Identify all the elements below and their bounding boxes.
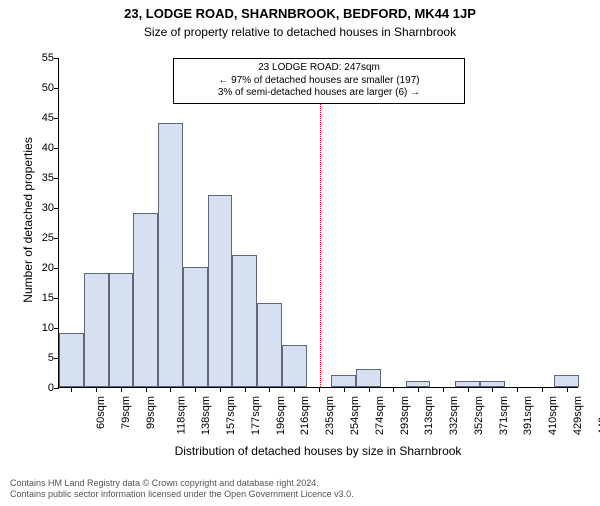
x-tick-mark bbox=[319, 387, 320, 392]
x-tick-label: 118sqm bbox=[175, 396, 187, 434]
histogram-bar bbox=[208, 195, 233, 387]
x-tick-mark bbox=[443, 387, 444, 392]
x-tick-mark bbox=[418, 387, 419, 392]
x-tick-mark bbox=[170, 387, 171, 392]
histogram-bar bbox=[84, 273, 109, 387]
x-tick-mark bbox=[468, 387, 469, 392]
footer-attribution: Contains HM Land Registry data © Crown c… bbox=[10, 478, 354, 501]
histogram-bar bbox=[257, 303, 282, 387]
x-tick-label: 79sqm bbox=[120, 396, 132, 429]
x-tick-label: 216sqm bbox=[300, 396, 312, 435]
histogram-bar bbox=[109, 273, 134, 387]
x-tick-mark bbox=[121, 387, 122, 392]
y-tick-mark bbox=[54, 388, 59, 389]
histogram-bar bbox=[183, 267, 208, 387]
x-tick-mark bbox=[542, 387, 543, 392]
x-tick-mark bbox=[567, 387, 568, 392]
x-tick-label: 99sqm bbox=[145, 396, 157, 429]
x-tick-mark bbox=[96, 387, 97, 392]
x-tick-mark bbox=[517, 387, 518, 392]
annotation-line-3: 3% of semi-detached houses are larger (6… bbox=[180, 87, 457, 100]
y-tick-mark bbox=[54, 178, 59, 179]
x-tick-label: 274sqm bbox=[374, 396, 386, 435]
histogram-bar bbox=[59, 333, 84, 387]
x-tick-mark bbox=[269, 387, 270, 392]
histogram-bar bbox=[158, 123, 183, 387]
histogram-bar bbox=[232, 255, 257, 387]
histogram-chart: 23 LODGE ROAD: 247sqm ← 97% of detached … bbox=[58, 58, 578, 428]
y-tick-mark bbox=[54, 118, 59, 119]
annotation-line-1: 23 LODGE ROAD: 247sqm bbox=[180, 62, 457, 75]
x-tick-mark bbox=[294, 387, 295, 392]
y-tick-mark bbox=[54, 148, 59, 149]
y-tick-mark bbox=[54, 58, 59, 59]
x-tick-label: 235sqm bbox=[324, 396, 336, 435]
y-tick-mark bbox=[54, 328, 59, 329]
property-marker-line bbox=[320, 58, 321, 387]
x-tick-label: 352sqm bbox=[473, 396, 485, 435]
x-tick-label: 429sqm bbox=[572, 396, 584, 435]
y-tick-mark bbox=[54, 208, 59, 209]
x-tick-mark bbox=[71, 387, 72, 392]
y-tick-mark bbox=[54, 298, 59, 299]
y-tick-mark bbox=[54, 238, 59, 239]
x-tick-mark bbox=[369, 387, 370, 392]
x-tick-label: 391sqm bbox=[522, 396, 534, 435]
x-tick-mark bbox=[492, 387, 493, 392]
x-tick-label: 177sqm bbox=[250, 396, 262, 435]
x-tick-label: 371sqm bbox=[498, 396, 510, 435]
footer-line-1: Contains HM Land Registry data © Crown c… bbox=[10, 478, 354, 489]
plot-area: 23 LODGE ROAD: 247sqm ← 97% of detached … bbox=[58, 58, 578, 388]
page-address-title: 23, LODGE ROAD, SHARNBROOK, BEDFORD, MK4… bbox=[0, 6, 600, 21]
x-tick-label: 293sqm bbox=[399, 396, 411, 435]
x-tick-mark bbox=[195, 387, 196, 392]
x-tick-mark bbox=[393, 387, 394, 392]
histogram-bar bbox=[282, 345, 307, 387]
x-tick-label: 332sqm bbox=[448, 396, 460, 435]
x-tick-mark bbox=[220, 387, 221, 392]
y-tick-mark bbox=[54, 268, 59, 269]
histogram-bar bbox=[133, 213, 158, 387]
page-subtitle: Size of property relative to detached ho… bbox=[0, 25, 600, 39]
x-tick-label: 313sqm bbox=[423, 396, 435, 435]
x-tick-label: 157sqm bbox=[225, 396, 237, 435]
x-tick-mark bbox=[245, 387, 246, 392]
y-tick-mark bbox=[54, 88, 59, 89]
x-axis-label: Distribution of detached houses by size … bbox=[58, 444, 578, 458]
y-axis-label: Number of detached properties bbox=[21, 55, 35, 385]
x-tick-label: 138sqm bbox=[201, 396, 213, 435]
x-tick-label: 60sqm bbox=[95, 396, 107, 429]
annotation-box: 23 LODGE ROAD: 247sqm ← 97% of detached … bbox=[173, 58, 464, 104]
histogram-bar bbox=[331, 375, 356, 387]
annotation-line-2: ← 97% of detached houses are smaller (19… bbox=[180, 75, 457, 88]
x-tick-mark bbox=[146, 387, 147, 392]
x-tick-label: 196sqm bbox=[275, 396, 287, 435]
x-tick-label: 410sqm bbox=[547, 396, 559, 435]
histogram-bar bbox=[554, 375, 579, 387]
footer-line-2: Contains public sector information licen… bbox=[10, 489, 354, 500]
histogram-bar bbox=[356, 369, 381, 387]
x-tick-label: 254sqm bbox=[349, 396, 361, 435]
x-tick-mark bbox=[344, 387, 345, 392]
